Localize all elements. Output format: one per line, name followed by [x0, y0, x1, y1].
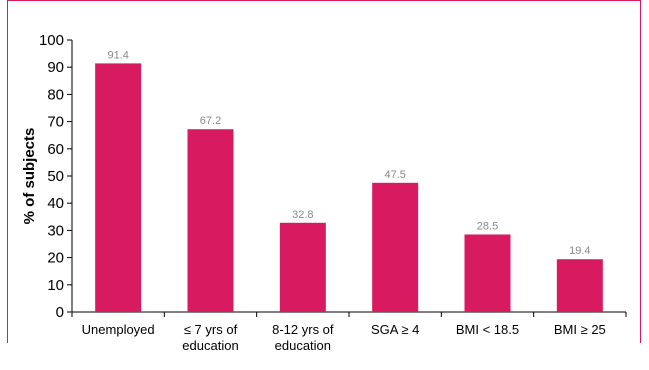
bar — [187, 129, 234, 312]
category-label: ≤ 7 yrs of — [184, 322, 238, 337]
bar-value-label: 28.5 — [477, 220, 498, 232]
y-tick-label: 30 — [47, 222, 64, 239]
y-tick-label: 20 — [47, 250, 64, 267]
y-tick-label: 40 — [47, 195, 64, 212]
bar-value-label: 67.2 — [200, 115, 221, 127]
y-tick-label: 80 — [47, 86, 64, 103]
bars — [95, 63, 603, 312]
y-tick-label: 50 — [47, 168, 64, 185]
y-tick-label: 90 — [47, 59, 64, 76]
bar — [372, 182, 419, 312]
category-label: SGA ≥ 4 — [371, 322, 419, 337]
category-label: BMI ≥ 25 — [554, 322, 606, 337]
y-tick-label: 70 — [47, 114, 64, 131]
bar — [556, 259, 603, 312]
category-label: 8-12 yrs of — [272, 322, 334, 337]
y-tick-label: 10 — [47, 277, 64, 294]
bar — [95, 63, 142, 312]
y-axis-title: % of subjects — [21, 128, 38, 225]
y-axis: 0 10 20 30 40 50 60 70 80 90 100 — [39, 32, 73, 321]
x-axis — [71, 311, 627, 317]
chart-frame — [7, 0, 641, 343]
y-tick-label: 0 — [56, 304, 64, 321]
category-label: education — [182, 338, 238, 353]
category-label: BMI < 18.5 — [456, 322, 519, 337]
bar-value-label: 19.4 — [569, 245, 590, 257]
data-labels: 91.4 67.2 32.8 47.5 28.5 19.4 — [107, 49, 590, 257]
y-tick-label: 100 — [39, 32, 64, 49]
bar-value-label: 32.8 — [292, 209, 313, 221]
y-tick-label: 60 — [47, 141, 64, 158]
bar-value-label: 91.4 — [107, 49, 128, 61]
category-label: Unemployed — [82, 322, 155, 337]
bar-value-label: 47.5 — [384, 169, 405, 181]
category-label: education — [275, 338, 331, 353]
bar — [279, 222, 326, 312]
bar — [464, 234, 511, 312]
